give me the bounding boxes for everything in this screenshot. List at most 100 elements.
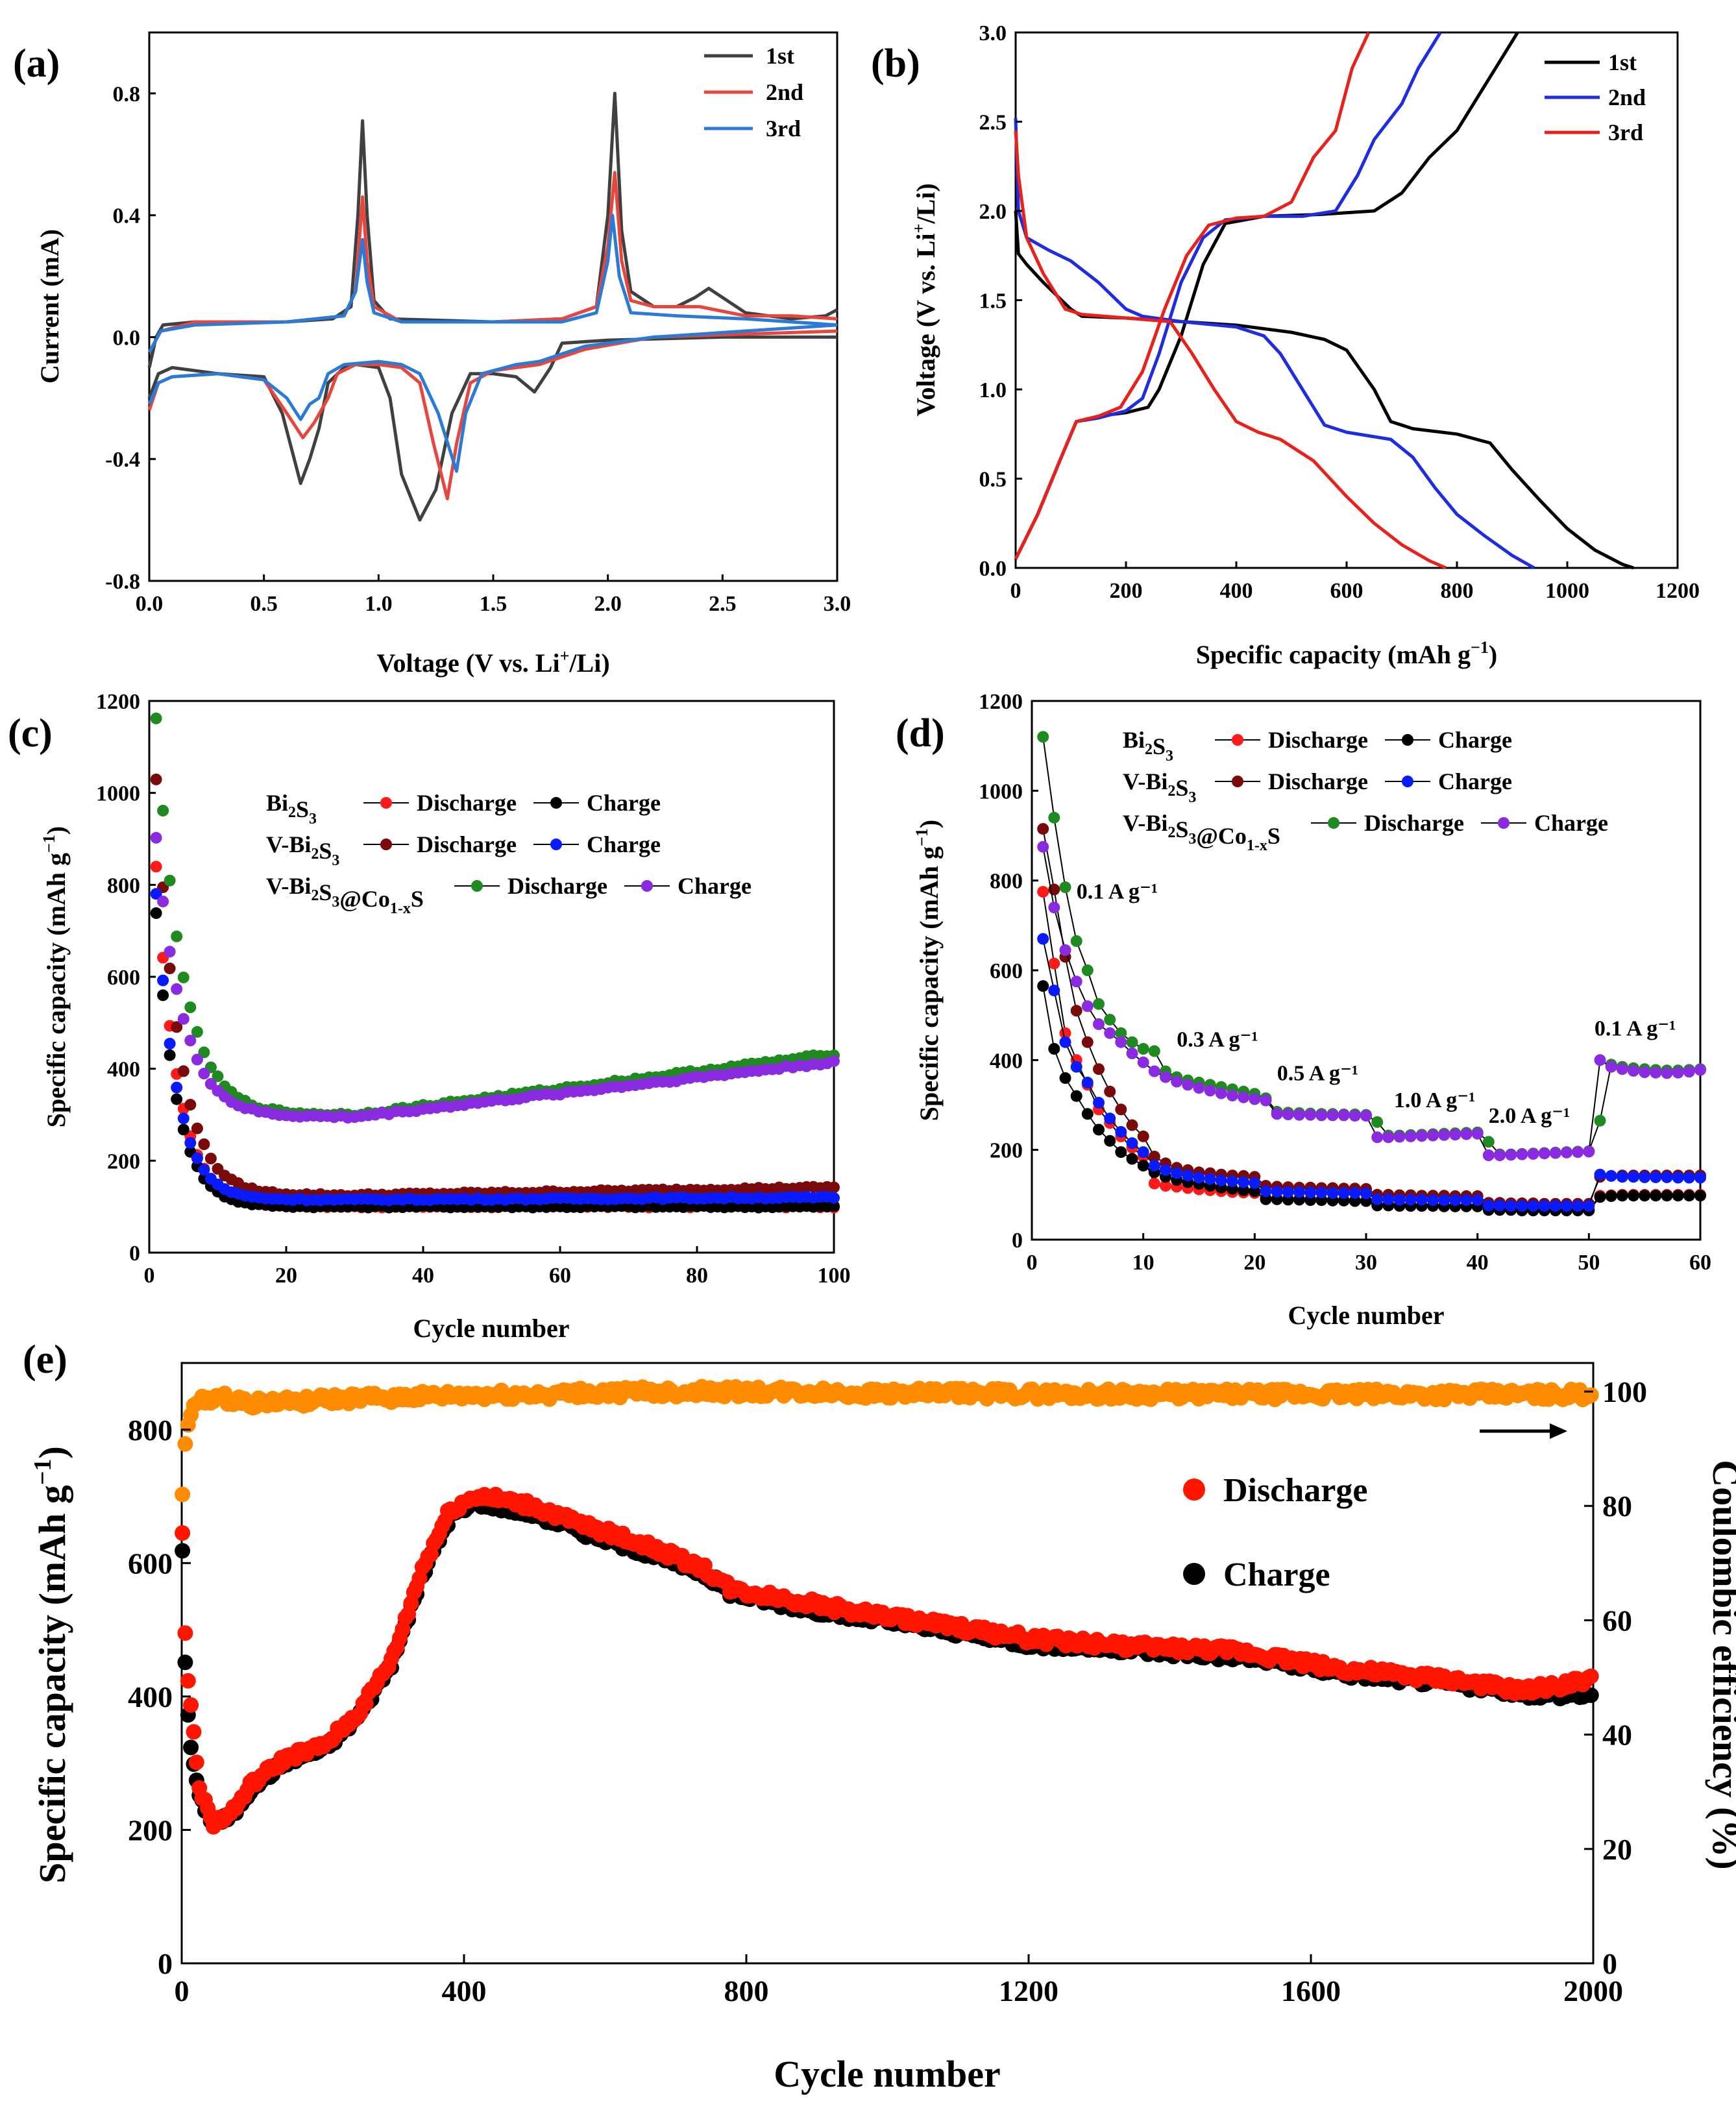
data-point bbox=[157, 805, 169, 816]
data-point bbox=[828, 1181, 840, 1194]
x-tick-label: 1600 bbox=[1281, 1974, 1341, 2007]
cv-curve-3rd bbox=[147, 214, 838, 354]
data-point bbox=[1482, 1149, 1495, 1161]
panel-c: 0 20 40 60 80 100 0 200 400 600 800 1000 1200 (c) C… bbox=[8, 690, 851, 1343]
data-point bbox=[1260, 1185, 1272, 1197]
data-point bbox=[171, 983, 183, 995]
data-point bbox=[184, 1099, 197, 1111]
x-tick-label: 10 bbox=[1132, 1251, 1155, 1275]
legend-marker bbox=[1232, 734, 1243, 746]
data-point bbox=[1249, 1093, 1261, 1105]
data-point bbox=[1393, 1194, 1406, 1206]
data-point bbox=[171, 930, 183, 942]
legend-label: Discharge bbox=[1364, 810, 1464, 836]
legend-label: Discharge bbox=[1268, 768, 1368, 794]
panel-d-xlabel: Cycle number bbox=[1288, 1301, 1444, 1330]
legend-sample-label: Bi2S3 bbox=[266, 790, 317, 828]
panel-a-legend: 1st 2nd 3rd bbox=[704, 43, 803, 141]
gcd-curve-2nd bbox=[1014, 117, 1535, 570]
data-point bbox=[1037, 840, 1049, 853]
data-point bbox=[1115, 1027, 1127, 1039]
data-point bbox=[150, 831, 162, 844]
data-point bbox=[1148, 1151, 1160, 1162]
data-point bbox=[184, 1035, 197, 1047]
series-V-Bi2S3@Co1-xS Discharge bbox=[150, 712, 840, 1122]
series-line bbox=[1042, 737, 1701, 1155]
x-tick-label: 2000 bbox=[1563, 1974, 1623, 2007]
panel-b-plot bbox=[1014, 31, 1634, 570]
y-tick-label: 800 bbox=[107, 874, 140, 898]
data-point bbox=[1037, 886, 1049, 898]
cv-curve-3rd bbox=[147, 323, 838, 473]
data-point bbox=[1661, 1190, 1673, 1202]
data-point bbox=[1549, 1147, 1561, 1159]
data-point bbox=[171, 1021, 183, 1033]
data-point bbox=[1505, 1200, 1517, 1212]
legend-label: 2nd bbox=[766, 79, 803, 105]
data-point bbox=[1115, 1126, 1127, 1138]
data-point bbox=[1672, 1172, 1684, 1184]
data-point bbox=[1650, 1066, 1662, 1079]
data-point bbox=[175, 1525, 191, 1541]
legend-label: Discharge bbox=[417, 790, 517, 816]
x-tick-label: 0.5 bbox=[250, 592, 278, 616]
panel-c-xticks: 0 20 40 60 80 100 bbox=[144, 1246, 851, 1288]
panel-a-xlabel: Voltage (V vs. Li+/Li) bbox=[376, 646, 609, 678]
legend-label: Charge bbox=[678, 873, 752, 899]
data-point bbox=[1059, 881, 1071, 893]
series-Bi2S3 Charge bbox=[1037, 980, 1706, 1216]
legend-sample-label: V-Bi2S3@Co1-xS bbox=[266, 873, 424, 917]
data-point bbox=[1115, 1103, 1127, 1116]
data-point bbox=[177, 1065, 189, 1077]
data-point bbox=[1081, 1000, 1094, 1012]
data-point bbox=[1059, 1072, 1071, 1084]
data-point bbox=[1293, 1109, 1305, 1121]
data-point bbox=[1260, 1094, 1272, 1107]
data-point bbox=[177, 1436, 193, 1452]
data-point bbox=[1549, 1200, 1561, 1212]
y-tick-label: 1200 bbox=[979, 690, 1023, 714]
data-point bbox=[1215, 1174, 1227, 1186]
y-tick-label: 600 bbox=[128, 1547, 173, 1580]
data-point bbox=[1182, 1079, 1194, 1091]
data-point bbox=[184, 1136, 197, 1149]
legend-label: Charge bbox=[1223, 1556, 1330, 1593]
data-point bbox=[177, 1112, 189, 1125]
data-point bbox=[1326, 1187, 1339, 1199]
y-tick-label: 400 bbox=[990, 1049, 1023, 1073]
data-point bbox=[1115, 1036, 1127, 1048]
data-point bbox=[171, 1081, 183, 1094]
panel-b: 0 200 400 600 800 1000 1200 0.0 0.5 1.0 1.5 2.0 2.5… bbox=[871, 21, 1700, 669]
data-point bbox=[1137, 1043, 1149, 1055]
legend-marker bbox=[1232, 776, 1243, 787]
legend-label: Charge bbox=[587, 831, 661, 857]
y-tick-label: 600 bbox=[107, 966, 140, 990]
data-point bbox=[1326, 1109, 1339, 1122]
data-point bbox=[1471, 1127, 1484, 1140]
data-point bbox=[177, 1012, 189, 1025]
data-point bbox=[212, 1070, 224, 1083]
data-point bbox=[1204, 1173, 1216, 1185]
legend-marker bbox=[1328, 817, 1339, 829]
data-point bbox=[1249, 1185, 1261, 1197]
data-point bbox=[150, 907, 162, 919]
data-point bbox=[1081, 964, 1094, 976]
data-point bbox=[1315, 1186, 1328, 1199]
data-point bbox=[1048, 1043, 1060, 1055]
data-point bbox=[1572, 1200, 1584, 1212]
data-point bbox=[1583, 1387, 1599, 1403]
cv-curve-2nd bbox=[147, 329, 838, 500]
series-Bi2S3 Discharge bbox=[150, 861, 840, 1214]
legend-label: Charge bbox=[1438, 768, 1512, 794]
data-point bbox=[1115, 1146, 1127, 1159]
panel-d-plot bbox=[1037, 731, 1706, 1216]
panel-c-frame bbox=[148, 700, 835, 1254]
y-tick-label: 0 bbox=[158, 1947, 173, 1980]
data-point bbox=[828, 1200, 840, 1212]
data-point bbox=[1148, 1045, 1160, 1057]
x-tick-label: 0 bbox=[175, 1974, 189, 2007]
panel-e-label: (e) bbox=[23, 1338, 67, 1382]
y-tick-label: -0.4 bbox=[105, 448, 140, 472]
data-point bbox=[1282, 1186, 1294, 1198]
